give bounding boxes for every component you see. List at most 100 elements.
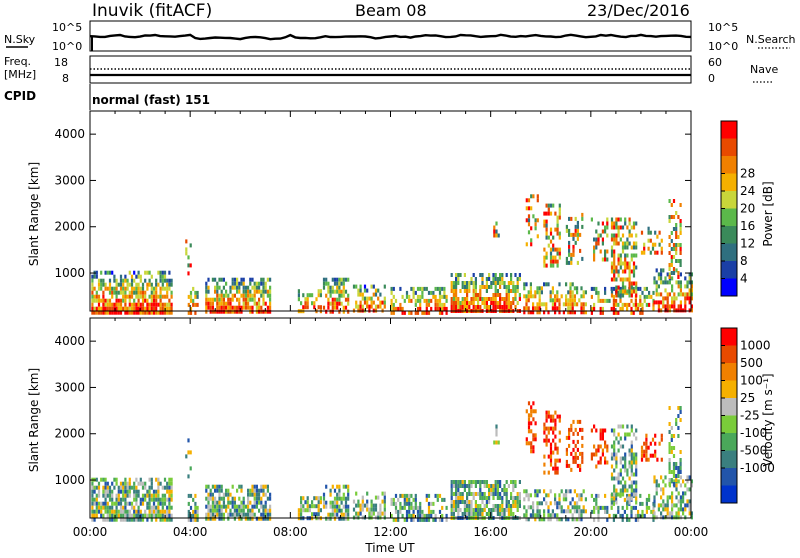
heatmap-cell [187,517,190,522]
heatmap-cell [359,503,362,508]
heatmap-cell [672,227,676,231]
heatmap-cell [370,284,373,289]
heatmap-cell [635,436,638,441]
heatmap-cell [623,497,626,502]
heatmap-cell [91,509,94,514]
heatmap-cell [599,428,602,433]
heatmap-cell [632,302,635,307]
heatmap-cell [510,480,513,484]
heatmap-cell [510,508,513,512]
heatmap-cell [532,306,535,311]
heatmap-cell [441,513,444,518]
heatmap-cell [499,512,502,516]
heatmap-cell [495,233,498,238]
heatmap-cell [474,492,477,496]
heatmap-cell [571,298,574,303]
heatmap-cell [408,298,411,303]
heatmap-cell [518,496,521,500]
heatmap-cell [397,517,400,522]
heatmap-cell [568,248,571,253]
heatmap-cell [527,306,530,311]
heatmap-cell [554,255,557,260]
heatmap-cell [529,513,532,518]
heatmap-cell [488,512,491,516]
heatmap-cell [229,285,232,290]
heatmap-cell [492,492,495,496]
heatmap-cell [266,488,269,493]
heatmap-cell [161,501,164,506]
heatmap-cell [547,493,550,498]
heatmap-cell [543,263,546,268]
heatmap-cell [297,293,300,298]
heatmap-cell [617,310,620,315]
heatmap-cell [170,278,173,283]
heatmap-cell [302,504,305,509]
heatmap-cell [189,294,193,299]
heatmap-cell [306,508,309,513]
heatmap-cell [613,265,616,270]
heatmap-cell [220,309,223,314]
heatmap-cell [593,452,596,457]
heatmap-cell [613,476,616,481]
heatmap-cell [455,488,458,492]
heatmap-cell [155,509,158,514]
heatmap-cell [572,431,575,436]
heatmap-cell [397,306,400,311]
heatmap-cell [613,468,616,473]
heatmap-cell [677,414,680,418]
heatmap-cell [569,298,572,303]
heatmap-cell [111,509,114,514]
heatmap-cell [269,293,272,298]
heatmap-cell [545,255,548,260]
heatmap-cell [547,454,550,459]
heatmap-cell [615,241,618,246]
heatmap-cell [556,251,559,256]
heatmap-cell [626,432,629,437]
heatmap-cell [238,297,241,302]
heatmap-cell [679,280,682,285]
heatmap-cell [251,297,254,302]
heatmap-cell [438,493,442,498]
heatmap-cell [214,516,217,521]
heatmap-cell [327,512,330,517]
heatmap-cell [189,263,192,268]
heatmap-cell [327,516,330,521]
heatmap-cell [227,301,230,306]
heatmap-cell [392,310,395,315]
heatmap-cell [630,456,633,461]
heatmap-cell [355,304,358,309]
heatmap-cell [427,517,431,522]
heatmap-cell [427,501,431,506]
heatmap-cell [668,308,671,313]
heatmap-cell [266,309,269,314]
heatmap-cell [233,277,236,282]
colorbar-tick-label: 12 [740,237,755,251]
heatmap-cell [595,464,598,469]
heatmap-cell [322,305,326,310]
heatmap-cell [119,298,123,303]
heatmap-cell [253,484,256,489]
heatmap-cell [584,302,587,307]
heatmap-cell [556,306,559,311]
heatmap-cell [496,496,499,500]
heatmap-cell [95,306,98,311]
heatmap-cell [582,302,585,307]
heatmap-cell [657,284,660,289]
heatmap-cell [344,484,348,489]
heatmap-cell [668,511,671,516]
heatmap-cell [525,517,528,522]
heatmap-cell [670,438,673,442]
heatmap-cell [163,274,167,279]
heatmap-cell [148,302,151,307]
heatmap-cell [624,265,627,270]
heatmap-cell [157,302,160,307]
heatmap-cell [383,503,386,508]
heatmap-cell [452,508,455,512]
heatmap-cell [536,286,539,291]
heatmap-cell [148,485,151,490]
heatmap-cell [601,505,604,510]
heatmap-cell [452,480,455,484]
heatmap-cell [679,263,682,267]
heatmap-cell [430,513,433,518]
